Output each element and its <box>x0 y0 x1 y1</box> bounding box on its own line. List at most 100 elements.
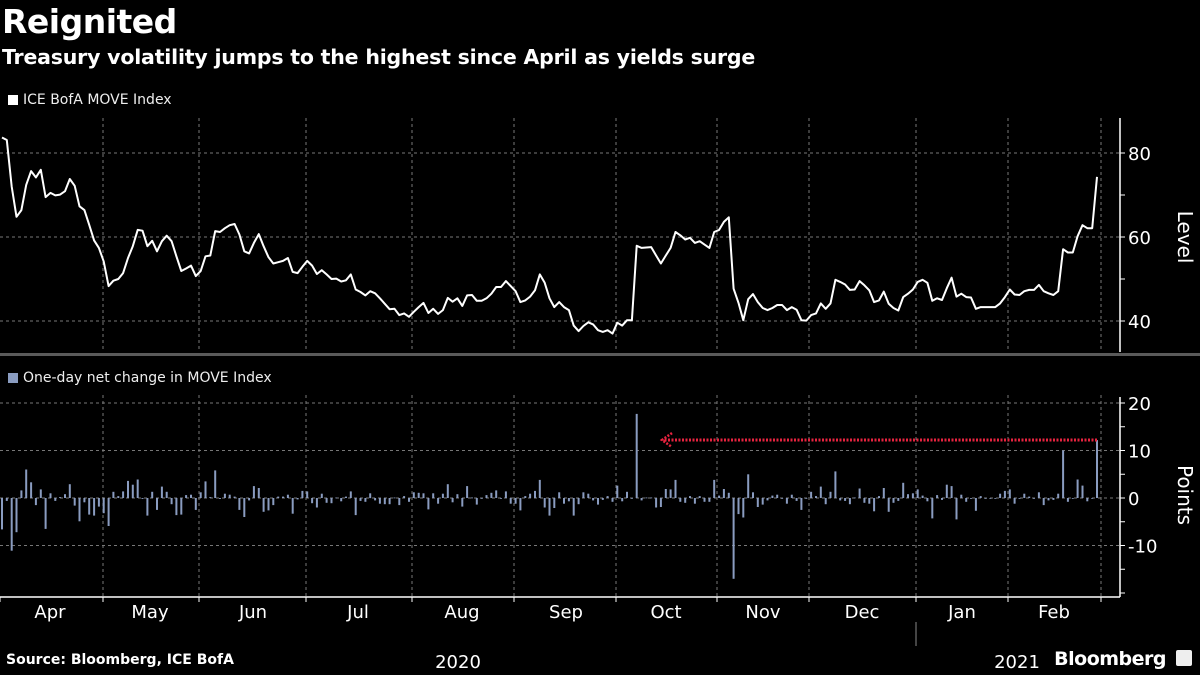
change-bar <box>853 497 856 499</box>
change-bar <box>480 498 483 499</box>
legend-label-change: One-day net change in MOVE Index <box>23 370 272 386</box>
y-tick-label-points: -10 <box>1128 537 1157 558</box>
change-bar <box>630 498 633 499</box>
change-bar <box>68 484 71 498</box>
change-bar <box>252 486 255 498</box>
x-tick-label-month: Feb <box>1038 602 1070 623</box>
change-bar <box>412 492 415 498</box>
change-bar <box>306 491 309 498</box>
change-bar <box>131 484 134 498</box>
change-bar <box>257 488 260 498</box>
change-bar <box>127 480 129 498</box>
change-bar <box>1071 498 1074 499</box>
change-bar <box>756 498 759 507</box>
x-tick-label-month: Nov <box>745 602 780 623</box>
change-bar <box>5 498 8 501</box>
x-tick-label-month: Jan <box>947 602 976 623</box>
change-bar <box>592 498 595 501</box>
change-bar <box>553 498 556 508</box>
change-bar <box>999 493 1002 498</box>
change-bar <box>383 498 386 505</box>
change-bar <box>698 496 701 498</box>
change-bar <box>408 498 410 502</box>
change-bar <box>703 498 706 502</box>
change-bar <box>1062 450 1065 498</box>
change-bar <box>1033 498 1035 499</box>
change-bar <box>955 498 958 520</box>
y-tick-label-points: 10 <box>1128 442 1151 463</box>
change-bar <box>572 498 575 516</box>
change-bar <box>403 496 406 498</box>
source-note: Source: Bloomberg, ICE BofA <box>6 652 234 668</box>
change-bar <box>800 498 803 510</box>
legend-swatch-level <box>8 95 18 105</box>
change-bar <box>204 481 207 498</box>
change-bar <box>335 497 338 499</box>
change-bar <box>538 479 541 498</box>
change-bar <box>655 498 658 508</box>
change-bar <box>233 496 236 498</box>
change-bar <box>441 493 444 498</box>
change-bar <box>742 498 745 518</box>
change-bar <box>54 498 57 501</box>
change-bar <box>107 498 110 526</box>
change-bar <box>117 496 120 498</box>
change-bar <box>330 498 333 504</box>
change-bar <box>606 496 609 498</box>
change-bar <box>180 498 183 515</box>
y-axis-title-points: Points <box>1173 465 1197 525</box>
change-bar <box>15 498 18 533</box>
change-bar <box>902 482 905 498</box>
change-bar <box>1042 498 1045 506</box>
change-bar <box>989 498 992 499</box>
change-bar <box>378 498 381 504</box>
change-bar <box>1052 498 1055 500</box>
change-bar <box>25 469 28 498</box>
change-bar <box>83 498 86 503</box>
chart-title: Reignited <box>2 2 177 41</box>
change-bar <box>722 489 725 498</box>
change-bar <box>785 498 788 504</box>
change-bar <box>165 491 168 498</box>
change-bar <box>790 494 793 498</box>
move-index-line <box>1 136 1098 335</box>
change-bar <box>558 492 561 498</box>
change-bar <box>504 491 507 498</box>
y-tick-label-level: 40 <box>1128 312 1151 333</box>
legend-swatch-change <box>8 373 18 383</box>
change-bar <box>160 486 163 498</box>
change-bar <box>398 498 401 506</box>
change-bar <box>432 493 435 499</box>
change-bar <box>534 490 536 498</box>
change-bar <box>315 498 318 508</box>
change-bar <box>582 492 585 498</box>
change-bar <box>1066 498 1069 502</box>
change-bar <box>945 484 948 498</box>
change-bar <box>611 498 614 502</box>
change-bar <box>640 498 643 501</box>
change-bar <box>359 498 362 501</box>
y-tick-label-points: 0 <box>1128 489 1139 510</box>
change-bar <box>374 498 377 501</box>
change-bar <box>650 497 653 499</box>
change-bar <box>272 498 275 506</box>
change-bar <box>635 413 638 498</box>
bloomberg-logo: Bloomberg <box>1054 648 1166 670</box>
change-bar <box>349 491 352 498</box>
change-bar <box>262 498 265 512</box>
change-bar <box>771 495 774 498</box>
change-bar <box>984 498 987 499</box>
x-tick-label-month: Dec <box>845 602 880 623</box>
change-bar <box>621 498 624 502</box>
change-bar <box>354 498 357 516</box>
change-bar <box>907 494 909 498</box>
change-bar <box>461 498 464 507</box>
change-bar <box>626 491 628 498</box>
change-bar <box>141 498 144 499</box>
change-bar <box>490 492 493 498</box>
change-bar <box>291 498 294 514</box>
change-bar <box>199 492 202 498</box>
panel-separator[interactable] <box>0 353 1200 356</box>
legend-change: One-day net change in MOVE Index <box>8 370 272 386</box>
x-tick-label-month: Jul <box>346 602 369 623</box>
